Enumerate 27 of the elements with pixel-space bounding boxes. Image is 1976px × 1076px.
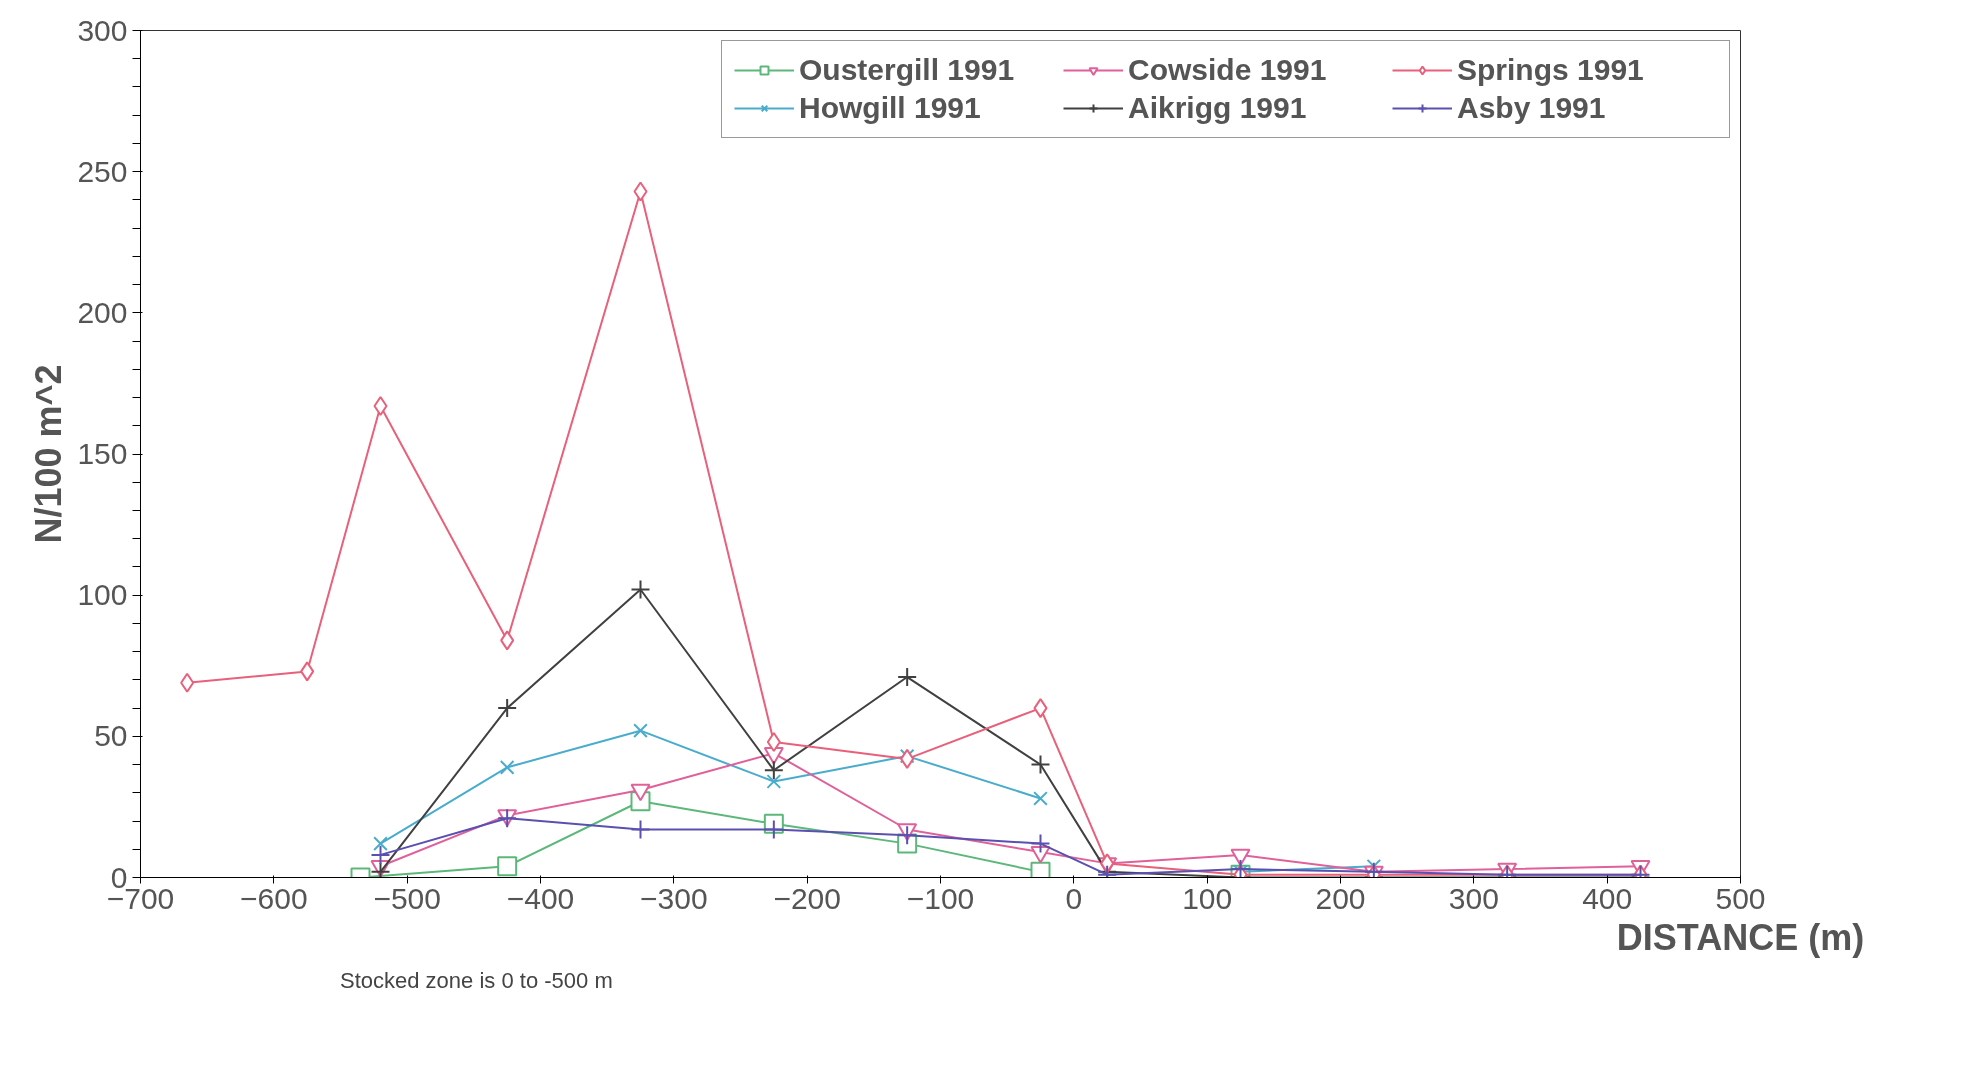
x-tick-label: 0	[1065, 881, 1083, 915]
y-axis-title: N/100 m^2	[28, 364, 70, 544]
y-tick-label: 100	[77, 578, 128, 612]
y-tick-label: 250	[77, 154, 128, 188]
y-tick-label: 150	[77, 437, 128, 470]
legend-label: Cowside 1991	[1128, 53, 1328, 87]
x-tick-label: −300	[640, 881, 708, 915]
x-tick-label: −100	[906, 881, 975, 915]
x-tick-label: 400	[1582, 881, 1633, 915]
x-tick-label: −600	[240, 881, 308, 915]
text: Stocked zone is 0 to -500 m	[340, 967, 613, 995]
y-tick-label: 200	[77, 295, 128, 329]
y-tick-label: 50	[94, 719, 128, 753]
x-tick-label: −400	[506, 881, 575, 915]
y-tick-label: 300	[77, 13, 128, 47]
legend-label: Oustergill 1991	[799, 53, 1016, 87]
legend-label: Aikrigg 1991	[1128, 91, 1308, 125]
legend-label: Asby 1991	[1457, 91, 1607, 125]
x-tick-label: 300	[1448, 881, 1499, 915]
x-tick-label: −200	[773, 881, 841, 915]
x-tick-label: 200	[1315, 881, 1366, 915]
x-axis-title: DISTANCE (m)	[1616, 916, 1865, 958]
legend-label: Howgill 1991	[799, 91, 982, 125]
legend-label: Springs 1991	[1457, 53, 1645, 87]
x-tick-label: 500	[1715, 881, 1766, 915]
x-tick-label: −500	[373, 881, 441, 915]
x-tick-label: 100	[1182, 881, 1233, 915]
